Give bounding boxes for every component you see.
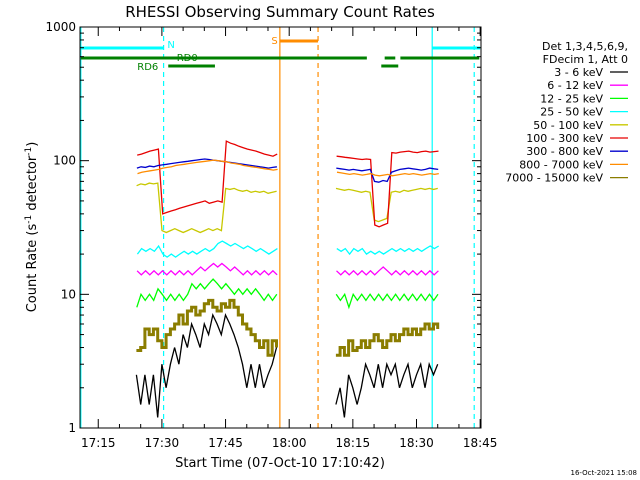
y-tick-label-3: 1000 <box>45 20 76 34</box>
x-tick-label-4: 18:15 <box>336 436 371 450</box>
x-tick-label-3: 18:00 <box>272 436 307 450</box>
series-line-6 <box>136 158 439 183</box>
y-tick-label-2: 100 <box>53 154 76 168</box>
series-line-5 <box>137 140 439 228</box>
y-axis-label: Count Rate (s-1 detector-1) <box>24 142 40 313</box>
legend-entry-7: 800 - 7000 keV <box>519 158 603 171</box>
legend-entry-3: 25 - 50 keV <box>540 106 603 119</box>
s-flag-label: S <box>271 36 277 47</box>
rd6-flag-label: RD6 <box>137 62 158 73</box>
series-line-8 <box>136 298 440 357</box>
x-tick-label-0: 17:15 <box>81 436 116 450</box>
legend-entry-0: 3 - 6 keV <box>554 66 603 79</box>
series-line-4 <box>136 182 438 234</box>
legend-entry-1: 6 - 12 keV <box>547 79 603 92</box>
plot-frame <box>79 26 482 429</box>
series-line-0 <box>135 312 439 418</box>
legend-entry-4: 50 - 100 keV <box>533 119 603 132</box>
timestamp: 16-Oct-2021 15:08 <box>571 469 637 477</box>
x-axis-label: Start Time (07-Oct-10 17:10:42) <box>175 456 385 471</box>
x-tick-label-5: 18:30 <box>399 436 434 450</box>
legend-entry-2: 12 - 25 keV <box>540 92 603 105</box>
y-tick-label-0: 1 <box>68 421 76 435</box>
series-line-7 <box>137 159 439 177</box>
legend: Det 1,3,4,5,6,9, FDecim 1, Att 0 3 - 6 k… <box>505 40 628 185</box>
legend-entry-6: 300 - 800 keV <box>526 145 603 158</box>
n-flag-label: N <box>167 40 174 51</box>
series-line-2 <box>136 278 439 310</box>
chart-title: RHESSI Observing Summary Count Rates <box>125 3 435 21</box>
legend-entry-8: 7000 - 15000 keV <box>505 172 603 185</box>
x-tick-label-6: 18:45 <box>463 436 498 450</box>
legend-entry-5: 100 - 300 keV <box>526 132 603 145</box>
series-line-1 <box>136 262 439 276</box>
y-tick-label-1: 10 <box>61 287 76 301</box>
x-tick-label-1: 17:30 <box>145 436 180 450</box>
rd0-flag-label: RD0 <box>177 53 198 64</box>
x-tick-label-2: 17:45 <box>208 436 243 450</box>
legend-header-2: FDecim 1, Att 0 <box>543 53 628 66</box>
series-line-3 <box>136 240 440 258</box>
legend-header-1: Det 1,3,4,5,6,9, <box>542 40 628 53</box>
